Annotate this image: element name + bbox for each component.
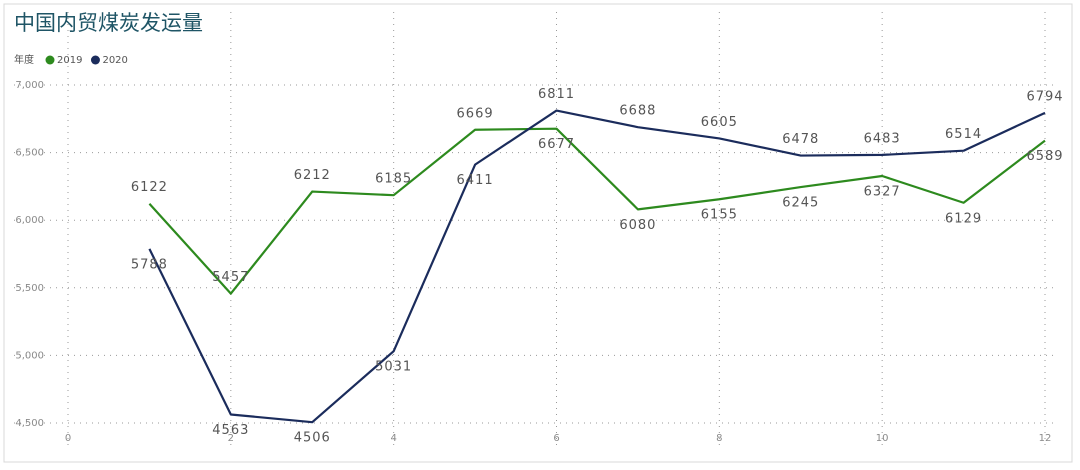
data-label: 5788	[131, 257, 168, 272]
y-tick-label: 6,000	[15, 215, 44, 226]
data-label: 4506	[294, 431, 331, 446]
frame	[3, 3, 1073, 463]
data-label: 6811	[538, 87, 575, 102]
y-tick-label: 5,000	[15, 350, 44, 361]
legend-marker	[45, 55, 55, 65]
data-label: 6589	[1026, 149, 1063, 164]
line-series	[148, 109, 1046, 424]
data-label: 5031	[375, 360, 412, 375]
data-label: 6155	[701, 208, 738, 223]
legend-marker	[90, 55, 100, 65]
y-tick-label: 6,500	[15, 148, 44, 159]
data-label: 6677	[538, 137, 575, 152]
data-label: 6514	[945, 127, 982, 142]
data-label: 6688	[619, 104, 656, 119]
line-series	[148, 127, 1046, 295]
data-label: 6483	[864, 131, 901, 146]
chart-title: 中国内贸煤炭发运量	[14, 11, 203, 35]
y-tick-label: 7,000	[15, 80, 44, 91]
data-label: 6478	[782, 132, 819, 147]
data-label: 4563	[212, 423, 249, 438]
data-label: 6411	[457, 173, 494, 188]
data-label: 6245	[782, 196, 819, 211]
data-label: 6669	[457, 106, 494, 121]
data-label: 6122	[131, 180, 168, 195]
data-label: 6605	[701, 115, 738, 130]
y-tick-label: 4,500	[15, 418, 44, 429]
y-tick-label: 5,500	[15, 283, 44, 294]
data-label: 6080	[619, 218, 656, 233]
data-label: 6185	[375, 172, 412, 187]
legend-title: 年度	[14, 53, 34, 66]
data-label: 6129	[945, 211, 982, 226]
data-label: 6212	[294, 168, 331, 183]
legend-label: 2020	[102, 55, 127, 66]
data-label: 6794	[1026, 89, 1063, 104]
legend-label: 2019	[57, 55, 82, 66]
data-label: 6327	[864, 184, 901, 199]
data-label: 5457	[212, 270, 249, 285]
